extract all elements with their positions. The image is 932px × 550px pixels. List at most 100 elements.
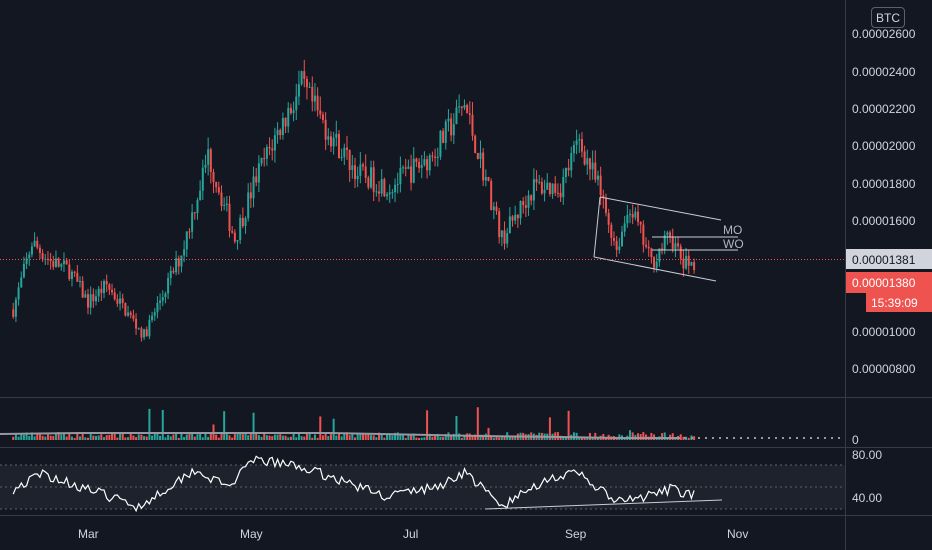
price-axis[interactable]: 0.00002600 0.00002400 0.00002200 0.00002… <box>852 27 916 376</box>
volume-bar <box>151 435 154 440</box>
channel-lower-trendline[interactable] <box>593 256 717 282</box>
candle-body <box>329 136 332 147</box>
volume-bar <box>359 433 362 440</box>
volume-bar <box>44 436 47 440</box>
candle-body <box>196 200 199 214</box>
candle-body <box>273 135 276 151</box>
volume-bar <box>201 437 204 440</box>
volume-bar <box>394 432 397 440</box>
candle-body <box>70 271 73 280</box>
candle-body <box>551 183 554 195</box>
candle-body <box>84 294 87 298</box>
candle-body <box>327 136 330 140</box>
volume-bar <box>20 433 23 440</box>
candle-body <box>367 177 370 188</box>
candle-body <box>271 148 274 151</box>
candle-body <box>375 191 378 193</box>
candle-body <box>233 232 236 242</box>
volume-bar <box>423 437 426 440</box>
candle-body <box>639 221 642 225</box>
candle-body <box>572 145 575 154</box>
candle-body <box>482 152 485 181</box>
candle-body <box>300 71 303 85</box>
price-tick: 0.00002000 <box>852 139 916 153</box>
candle-body <box>484 176 487 181</box>
price-tick: 0.00000800 <box>852 362 916 376</box>
candle-body <box>311 86 314 102</box>
volume-bar <box>78 436 81 440</box>
volume-bar <box>263 432 266 440</box>
candle-body <box>508 216 511 234</box>
channel-upper-trendline[interactable] <box>599 196 722 221</box>
candle-body <box>690 262 693 266</box>
volume-bar <box>650 432 653 440</box>
wo-label: WO <box>723 237 744 251</box>
volume-bar <box>33 436 36 440</box>
mo-label: MO <box>723 223 742 237</box>
volume-bar <box>471 435 474 440</box>
volume-bar <box>418 437 421 440</box>
volume-bar <box>412 433 415 440</box>
volume-bar <box>503 436 506 440</box>
candle-body <box>556 192 559 194</box>
candle-body <box>156 302 159 313</box>
volume-bar <box>474 434 477 440</box>
candle-body <box>103 280 106 294</box>
volume-bar <box>428 433 431 440</box>
volume-bar <box>177 437 180 440</box>
candle-body <box>538 181 541 183</box>
volume-bar <box>276 434 279 440</box>
volume-bar <box>391 435 394 440</box>
candle-body <box>276 129 279 136</box>
volume-bar <box>244 433 247 440</box>
candle-body <box>621 231 623 247</box>
volume-bar <box>479 434 482 440</box>
volume-bar <box>295 437 298 440</box>
candle-body <box>239 217 242 241</box>
candle-body <box>220 192 223 207</box>
candle-body <box>618 246 621 250</box>
candle-body <box>498 211 501 238</box>
volume-bar <box>319 416 322 440</box>
volume-bar <box>420 437 423 440</box>
volume-bar <box>308 433 311 440</box>
candle-body <box>661 248 664 250</box>
volume-bar <box>52 436 55 440</box>
time-axis[interactable]: Mar May Jul Sep Nov <box>78 527 748 541</box>
candle-body <box>650 248 653 258</box>
volume-bar <box>564 437 567 440</box>
candle-body <box>516 214 519 219</box>
currency-badge[interactable]: BTC <box>871 7 905 28</box>
rsi-line <box>12 455 695 513</box>
volume-bar <box>375 437 378 440</box>
candle-body <box>623 223 626 232</box>
candle-body <box>378 191 381 194</box>
candle-body <box>663 235 666 250</box>
candle-body <box>100 288 103 294</box>
volume-bar <box>343 433 346 440</box>
candle-body <box>193 212 196 214</box>
volume-bar <box>364 434 367 440</box>
candle-body <box>564 167 567 177</box>
volume-bar <box>172 434 175 440</box>
volume-bar <box>548 417 551 440</box>
rsi-trendline[interactable] <box>484 499 723 510</box>
volume-bar <box>92 435 95 440</box>
candle-body <box>580 139 583 152</box>
candle-body <box>362 164 365 167</box>
volume-bar <box>41 435 44 440</box>
candle-body <box>514 214 517 221</box>
candle-body <box>575 140 578 146</box>
volume-bar <box>70 436 73 440</box>
drawing-tools[interactable] <box>484 196 738 510</box>
volume-bar <box>111 433 114 440</box>
volume-bar <box>661 433 664 440</box>
channel-left-edge[interactable] <box>593 196 601 258</box>
candle-body <box>57 258 60 267</box>
volume-bar <box>241 434 244 440</box>
previous-close-tag-bg <box>846 249 932 269</box>
volume-bar <box>135 437 138 440</box>
volume-bar <box>490 435 493 440</box>
volume-bar <box>54 433 57 440</box>
